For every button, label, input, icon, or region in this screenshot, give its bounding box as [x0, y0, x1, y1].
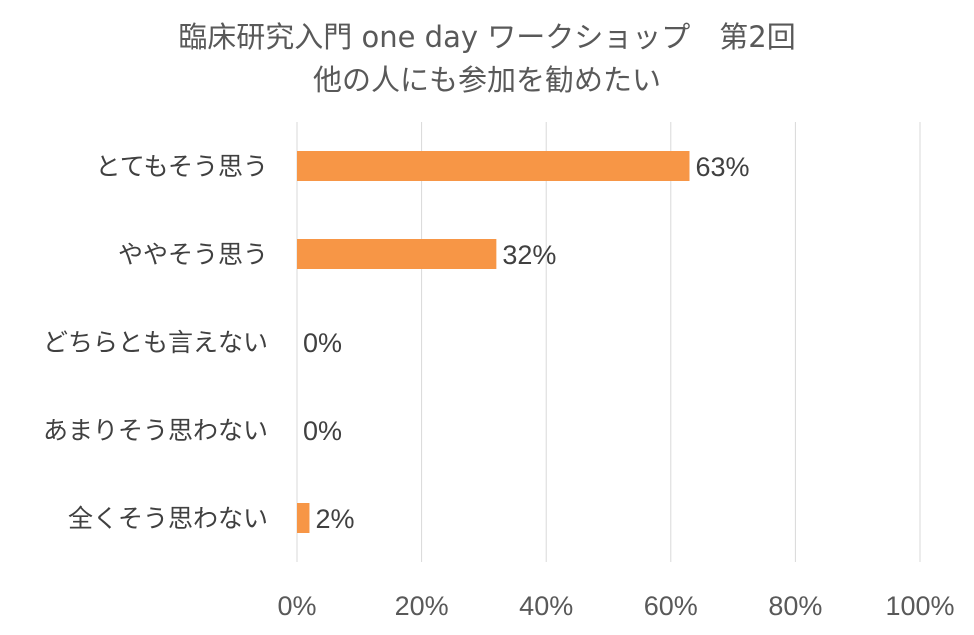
x-tick-label: 40%: [519, 591, 573, 621]
category-label: あまりそう思わない: [43, 416, 268, 445]
data-label: 2%: [315, 504, 354, 534]
bar: [297, 151, 690, 181]
chart-title-line-2: 他の人にも参加を勧めたい: [313, 63, 661, 97]
category-label: とてもそう思う: [95, 152, 268, 181]
bar: [297, 239, 497, 269]
x-tick-label: 60%: [644, 591, 698, 621]
gridlines: [296, 122, 921, 562]
bars: [297, 151, 690, 533]
chart-title-line-1: 臨床研究入門 one day ワークショップ 第2回: [178, 20, 795, 54]
category-label: ややそう思う: [118, 240, 268, 269]
data-label: 0%: [303, 328, 342, 358]
data-label: 63%: [695, 152, 749, 182]
category-label: どちらとも言えない: [43, 328, 268, 357]
bar: [297, 503, 310, 533]
x-tick-label: 80%: [768, 591, 822, 621]
data-label: 0%: [303, 416, 342, 446]
category-label: 全くそう思わない: [68, 504, 268, 533]
x-tick-label: 100%: [885, 591, 954, 621]
labels: 0% 20% 40% 60% 80% 100% とてもそう思う 63% ややそう思う 32% どちら…: [43, 152, 955, 621]
data-label: 32%: [502, 240, 556, 270]
x-tick-label: 20%: [395, 591, 449, 621]
x-tick-label: 0%: [277, 591, 316, 621]
